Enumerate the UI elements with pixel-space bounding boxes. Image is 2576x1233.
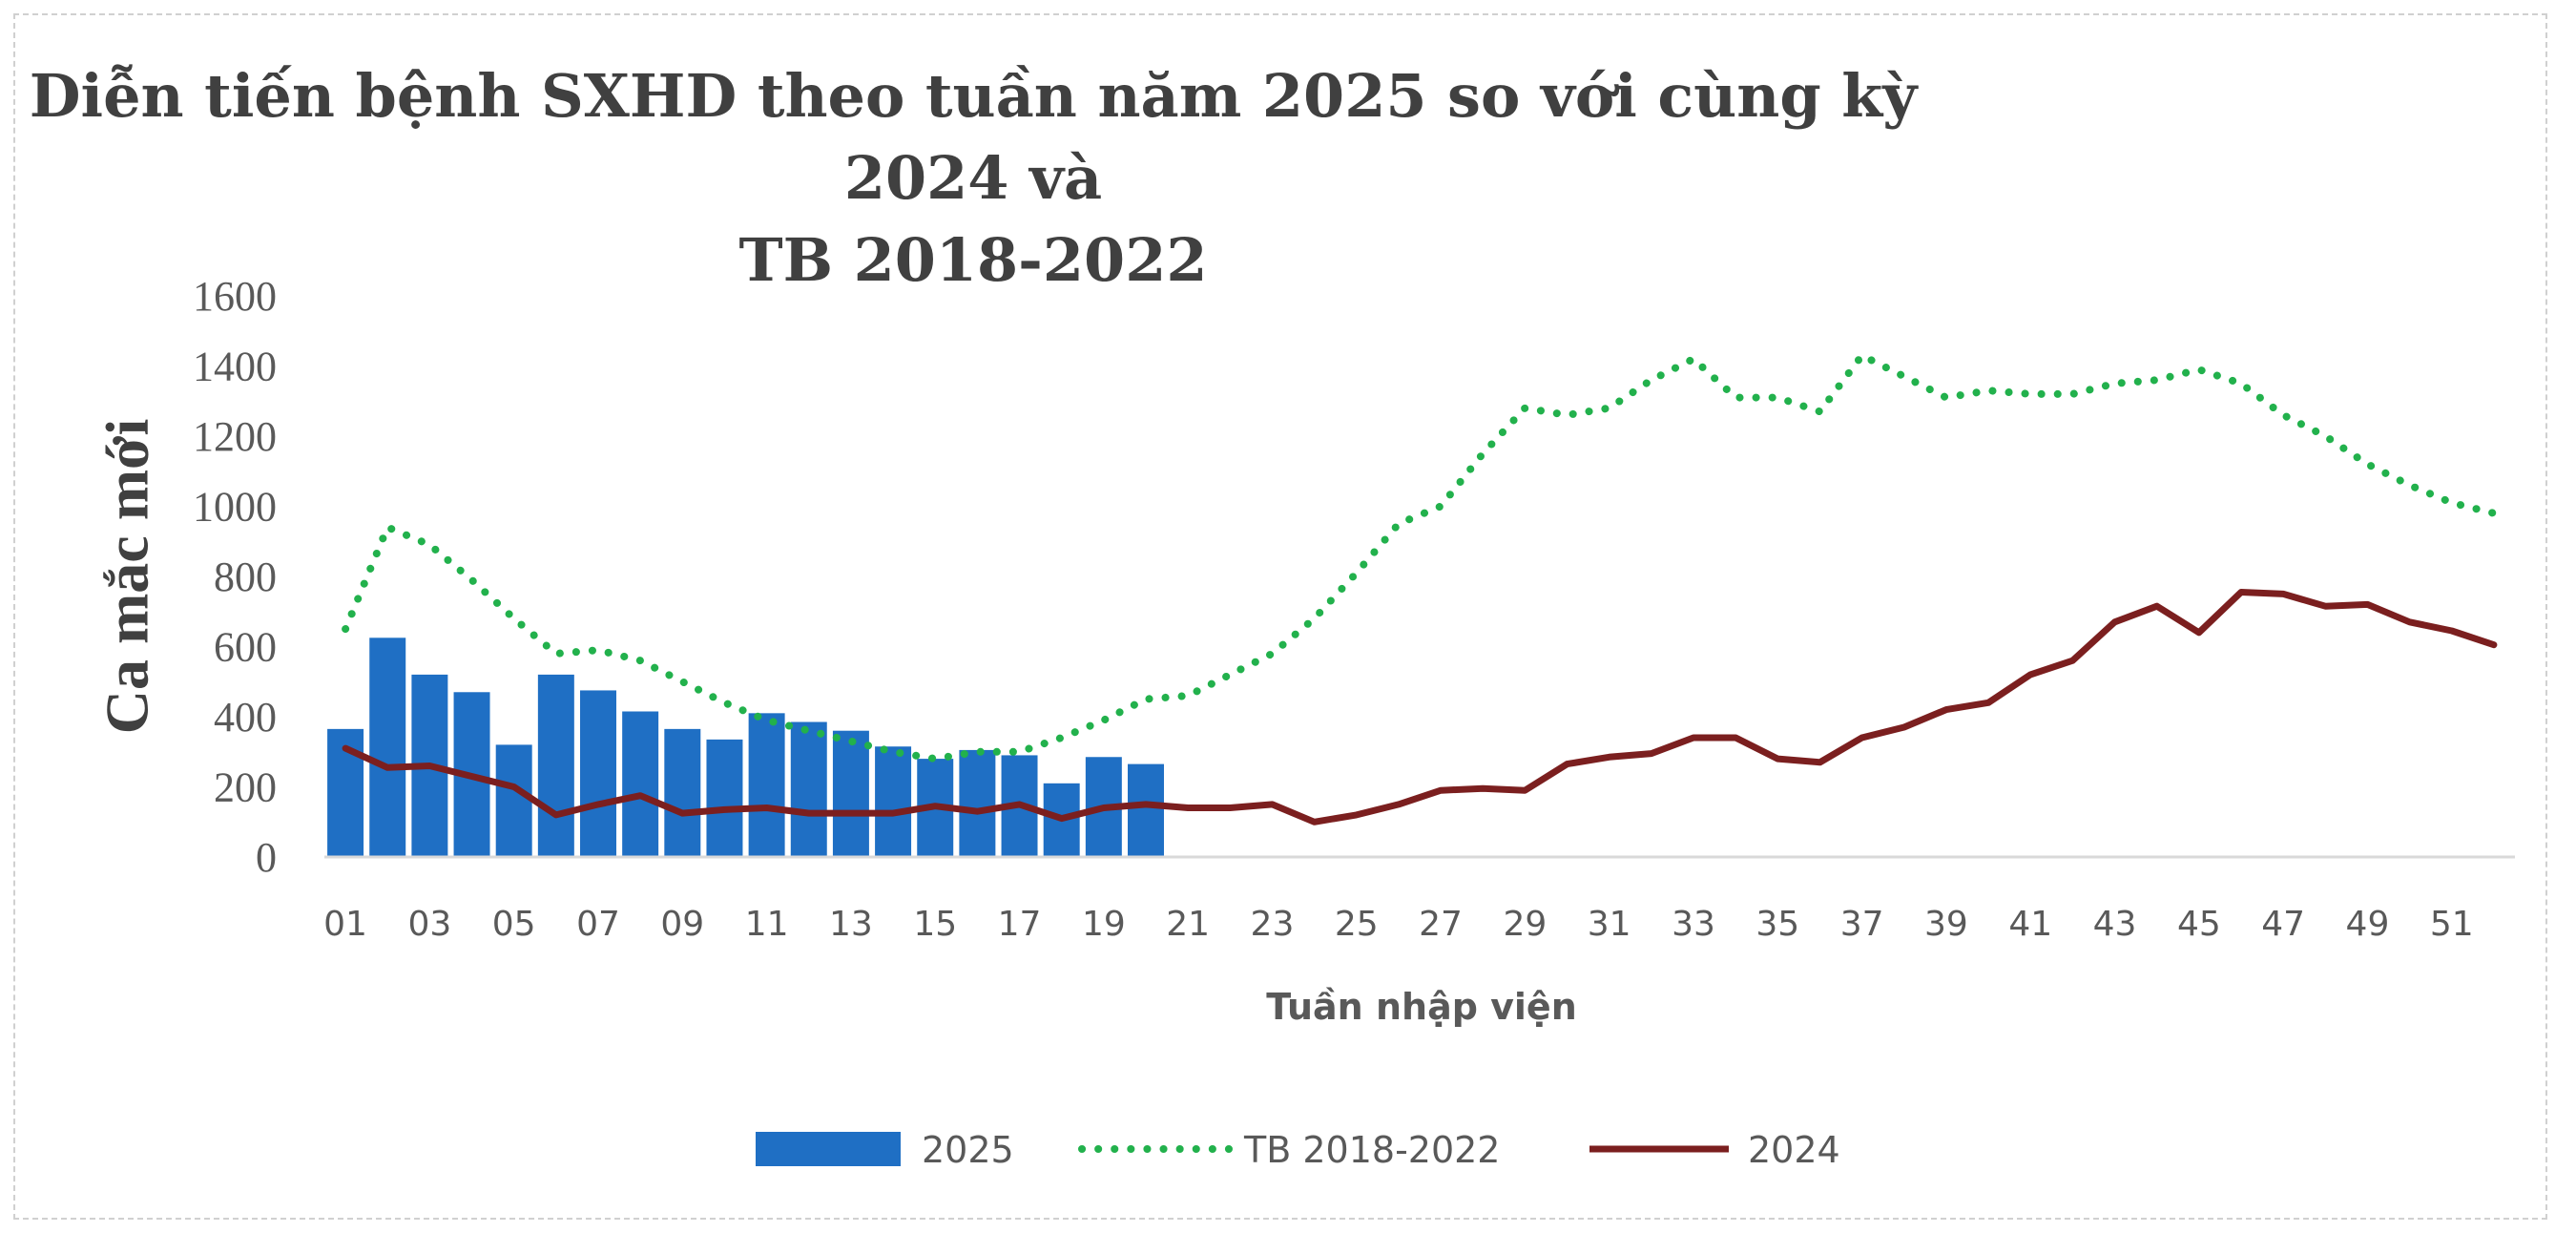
bar-2025 — [875, 746, 912, 857]
x-axis-ticks: 01 03 05 07 09 11 13 15 17 19 21 23 25 27 29 31 33 35 37 39… — [323, 905, 2474, 944]
x-tick-label: 25 — [1335, 905, 1379, 944]
x-tick-label: 35 — [1755, 905, 1799, 944]
y-tick-label: 400 — [214, 694, 277, 741]
y-tick-label: 1400 — [193, 344, 277, 390]
x-tick-label: 49 — [2346, 905, 2390, 944]
y-tick-label: 1600 — [193, 273, 277, 320]
x-tick-label: 19 — [1082, 905, 1126, 944]
x-tick-label: 05 — [492, 905, 536, 944]
bar-2025 — [580, 690, 616, 857]
x-tick-label: 37 — [1840, 905, 1884, 944]
y-tick-label: 600 — [214, 624, 277, 671]
x-tick-label: 33 — [1672, 905, 1715, 944]
x-tick-label: 27 — [1419, 905, 1463, 944]
series-line-2024 — [342, 589, 2498, 825]
x-tick-label: 03 — [407, 905, 451, 944]
x-axis-label: Tuần nhập viện — [1266, 986, 1577, 1028]
legend-label-2024: 2024 — [1748, 1129, 1840, 1171]
legend: 2025 TB 2018-2022 2024 — [756, 1129, 1840, 1171]
series-line-tb-2018-2022 — [342, 350, 2498, 763]
y-axis-label: Ca mắc mới — [93, 419, 161, 734]
bars-2025 — [327, 637, 1164, 857]
bar-2025 — [832, 730, 869, 857]
x-tick-label: 21 — [1166, 905, 1210, 944]
chart-title-line-1: Diễn tiến bệnh SXHD theo tuần năm 2025 s… — [29, 61, 1918, 213]
x-tick-label: 23 — [1251, 905, 1295, 944]
bar-2025 — [790, 721, 827, 857]
bar-2025 — [622, 711, 659, 857]
x-tick-label: 41 — [2008, 905, 2052, 944]
x-tick-label: 09 — [660, 905, 704, 944]
bar-2025 — [369, 637, 406, 857]
x-tick-label: 51 — [2430, 905, 2474, 944]
y-tick-label: 1200 — [193, 413, 277, 460]
chart-title: Diễn tiến bệnh SXHD theo tuần năm 2025 s… — [0, 55, 1946, 302]
y-tick-label: 800 — [214, 554, 277, 600]
y-tick-label: 0 — [256, 834, 277, 881]
y-tick-label: 1000 — [193, 484, 277, 531]
x-tick-label: 29 — [1503, 905, 1547, 944]
x-tick-label: 13 — [829, 905, 873, 944]
y-tick-label: 200 — [214, 764, 277, 811]
y-axis-ticks: 0 200 400 600 800 1000 1200 1400 1600 — [193, 273, 277, 881]
bar-2025 — [537, 674, 574, 857]
x-tick-label: 17 — [998, 905, 1042, 944]
legend-label-tb-2018-2022: TB 2018-2022 — [1243, 1129, 1501, 1171]
bar-2025 — [495, 744, 532, 857]
x-tick-label: 43 — [2093, 905, 2137, 944]
bar-2025 — [1128, 763, 1164, 857]
x-tick-label: 15 — [913, 905, 957, 944]
x-tick-label: 47 — [2261, 905, 2305, 944]
legend-swatch-2025 — [756, 1132, 901, 1166]
x-tick-label: 45 — [2177, 905, 2221, 944]
x-tick-label: 31 — [1588, 905, 1631, 944]
bar-2025 — [664, 728, 701, 857]
bar-2025 — [706, 739, 743, 857]
bar-2025 — [748, 713, 785, 857]
x-tick-label: 01 — [323, 905, 367, 944]
x-tick-label: 07 — [576, 905, 620, 944]
x-tick-label: 39 — [1924, 905, 1968, 944]
legend-label-2025: 2025 — [922, 1129, 1014, 1171]
bar-2025 — [959, 749, 996, 857]
chart-title-line-2: TB 2018-2022 — [738, 225, 1208, 295]
x-tick-label: 11 — [745, 905, 789, 944]
chart-frame — [13, 13, 2547, 1220]
